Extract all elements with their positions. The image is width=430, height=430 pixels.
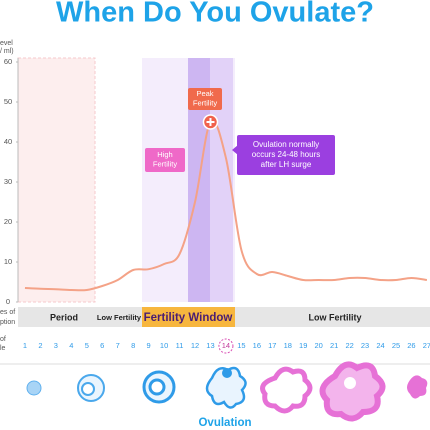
corpus-icon	[407, 375, 428, 399]
ovulation-label: Ovulation	[198, 417, 251, 429]
ovulation_note-text: after LH surge	[261, 160, 312, 169]
x-tick-label: 8	[131, 341, 135, 350]
x-tick-label: 23	[361, 341, 369, 350]
x-tick-label: 1	[23, 341, 27, 350]
x-tick-label: 18	[284, 341, 292, 350]
x-tick-label: 9	[147, 341, 151, 350]
peak-text: Peak	[196, 89, 213, 98]
follicle-icon	[81, 382, 95, 396]
egg-icon	[222, 368, 232, 378]
x-tick-label: 10	[160, 341, 168, 350]
x-tick-label: 25	[392, 341, 400, 350]
x-tick-label: 6	[100, 341, 104, 350]
x-tick-label: 14	[222, 341, 230, 350]
peak-text: Fertility	[193, 99, 217, 108]
high-box	[145, 148, 185, 172]
x-tick-label: 4	[69, 341, 73, 350]
period-band	[17, 57, 96, 303]
corpus-icon	[319, 361, 386, 422]
phase-fertile-bg	[142, 307, 235, 327]
y-label: evel	[0, 40, 13, 47]
x-tick-label: 11	[176, 341, 184, 350]
follicle-icon	[26, 380, 42, 396]
high-text: Fertility	[153, 160, 177, 169]
phase-label: Fertility Window	[144, 312, 233, 324]
highlight-day	[218, 338, 234, 354]
x-label: of	[0, 336, 6, 343]
y-tick-label: 40	[4, 137, 12, 146]
peak-plus	[206, 118, 215, 126]
y-tick-label: 20	[4, 217, 12, 226]
corpus-icon	[344, 377, 356, 389]
y-tick-label: 30	[4, 177, 12, 186]
y-label: / ml)	[0, 48, 14, 55]
x-tick-label: 21	[330, 341, 338, 350]
x-tick-label: 27	[423, 341, 430, 350]
phase-label: Period	[50, 312, 78, 322]
chart-title: When Do You Ovulate?	[56, 0, 374, 29]
icons	[0, 361, 430, 422]
x-tick-label: 15	[237, 341, 245, 350]
follicle-icon	[148, 378, 166, 396]
high-text: High	[157, 150, 172, 159]
phase-label: Low Fertility	[97, 313, 142, 322]
x-label: es of	[0, 309, 15, 316]
ovulation_note-text: Ovulation normally	[253, 140, 319, 149]
x-tick-label: 3	[54, 341, 58, 350]
note-pointer	[232, 145, 238, 155]
x-tick-label: 2	[38, 341, 42, 350]
y-tick-label: 0	[6, 297, 10, 306]
ovulation_note-text: occurs 24-48 hours	[252, 150, 320, 159]
phase-bar: Period Low Fertility Fertility Window Lo…	[18, 307, 430, 327]
x-tick-label: 24	[376, 341, 384, 350]
ovulation_note-box	[237, 135, 335, 175]
x-label: ption	[0, 319, 15, 326]
x-tick-label: 26	[407, 341, 415, 350]
peak-box	[188, 88, 222, 110]
x-tick-label: 12	[191, 341, 199, 350]
x-tick-label: 20	[315, 341, 323, 350]
x-tick-label: 16	[253, 341, 261, 350]
y-tick-label: 10	[4, 257, 12, 266]
x-tick-label: 22	[345, 341, 353, 350]
x-tick-label: 5	[85, 341, 89, 350]
x-tick-label: 13	[206, 341, 214, 350]
x-tick-label: 17	[268, 341, 276, 350]
phase-label: Low Fertility	[308, 312, 361, 322]
x-label: le	[0, 345, 6, 352]
corpus-icon	[260, 366, 313, 414]
x-tick-label: 7	[116, 341, 120, 350]
x-tick-label: 19	[299, 341, 307, 350]
y-tick-label: 60	[4, 57, 12, 66]
y-tick-label: 50	[4, 97, 12, 106]
lh-line	[24, 119, 428, 292]
